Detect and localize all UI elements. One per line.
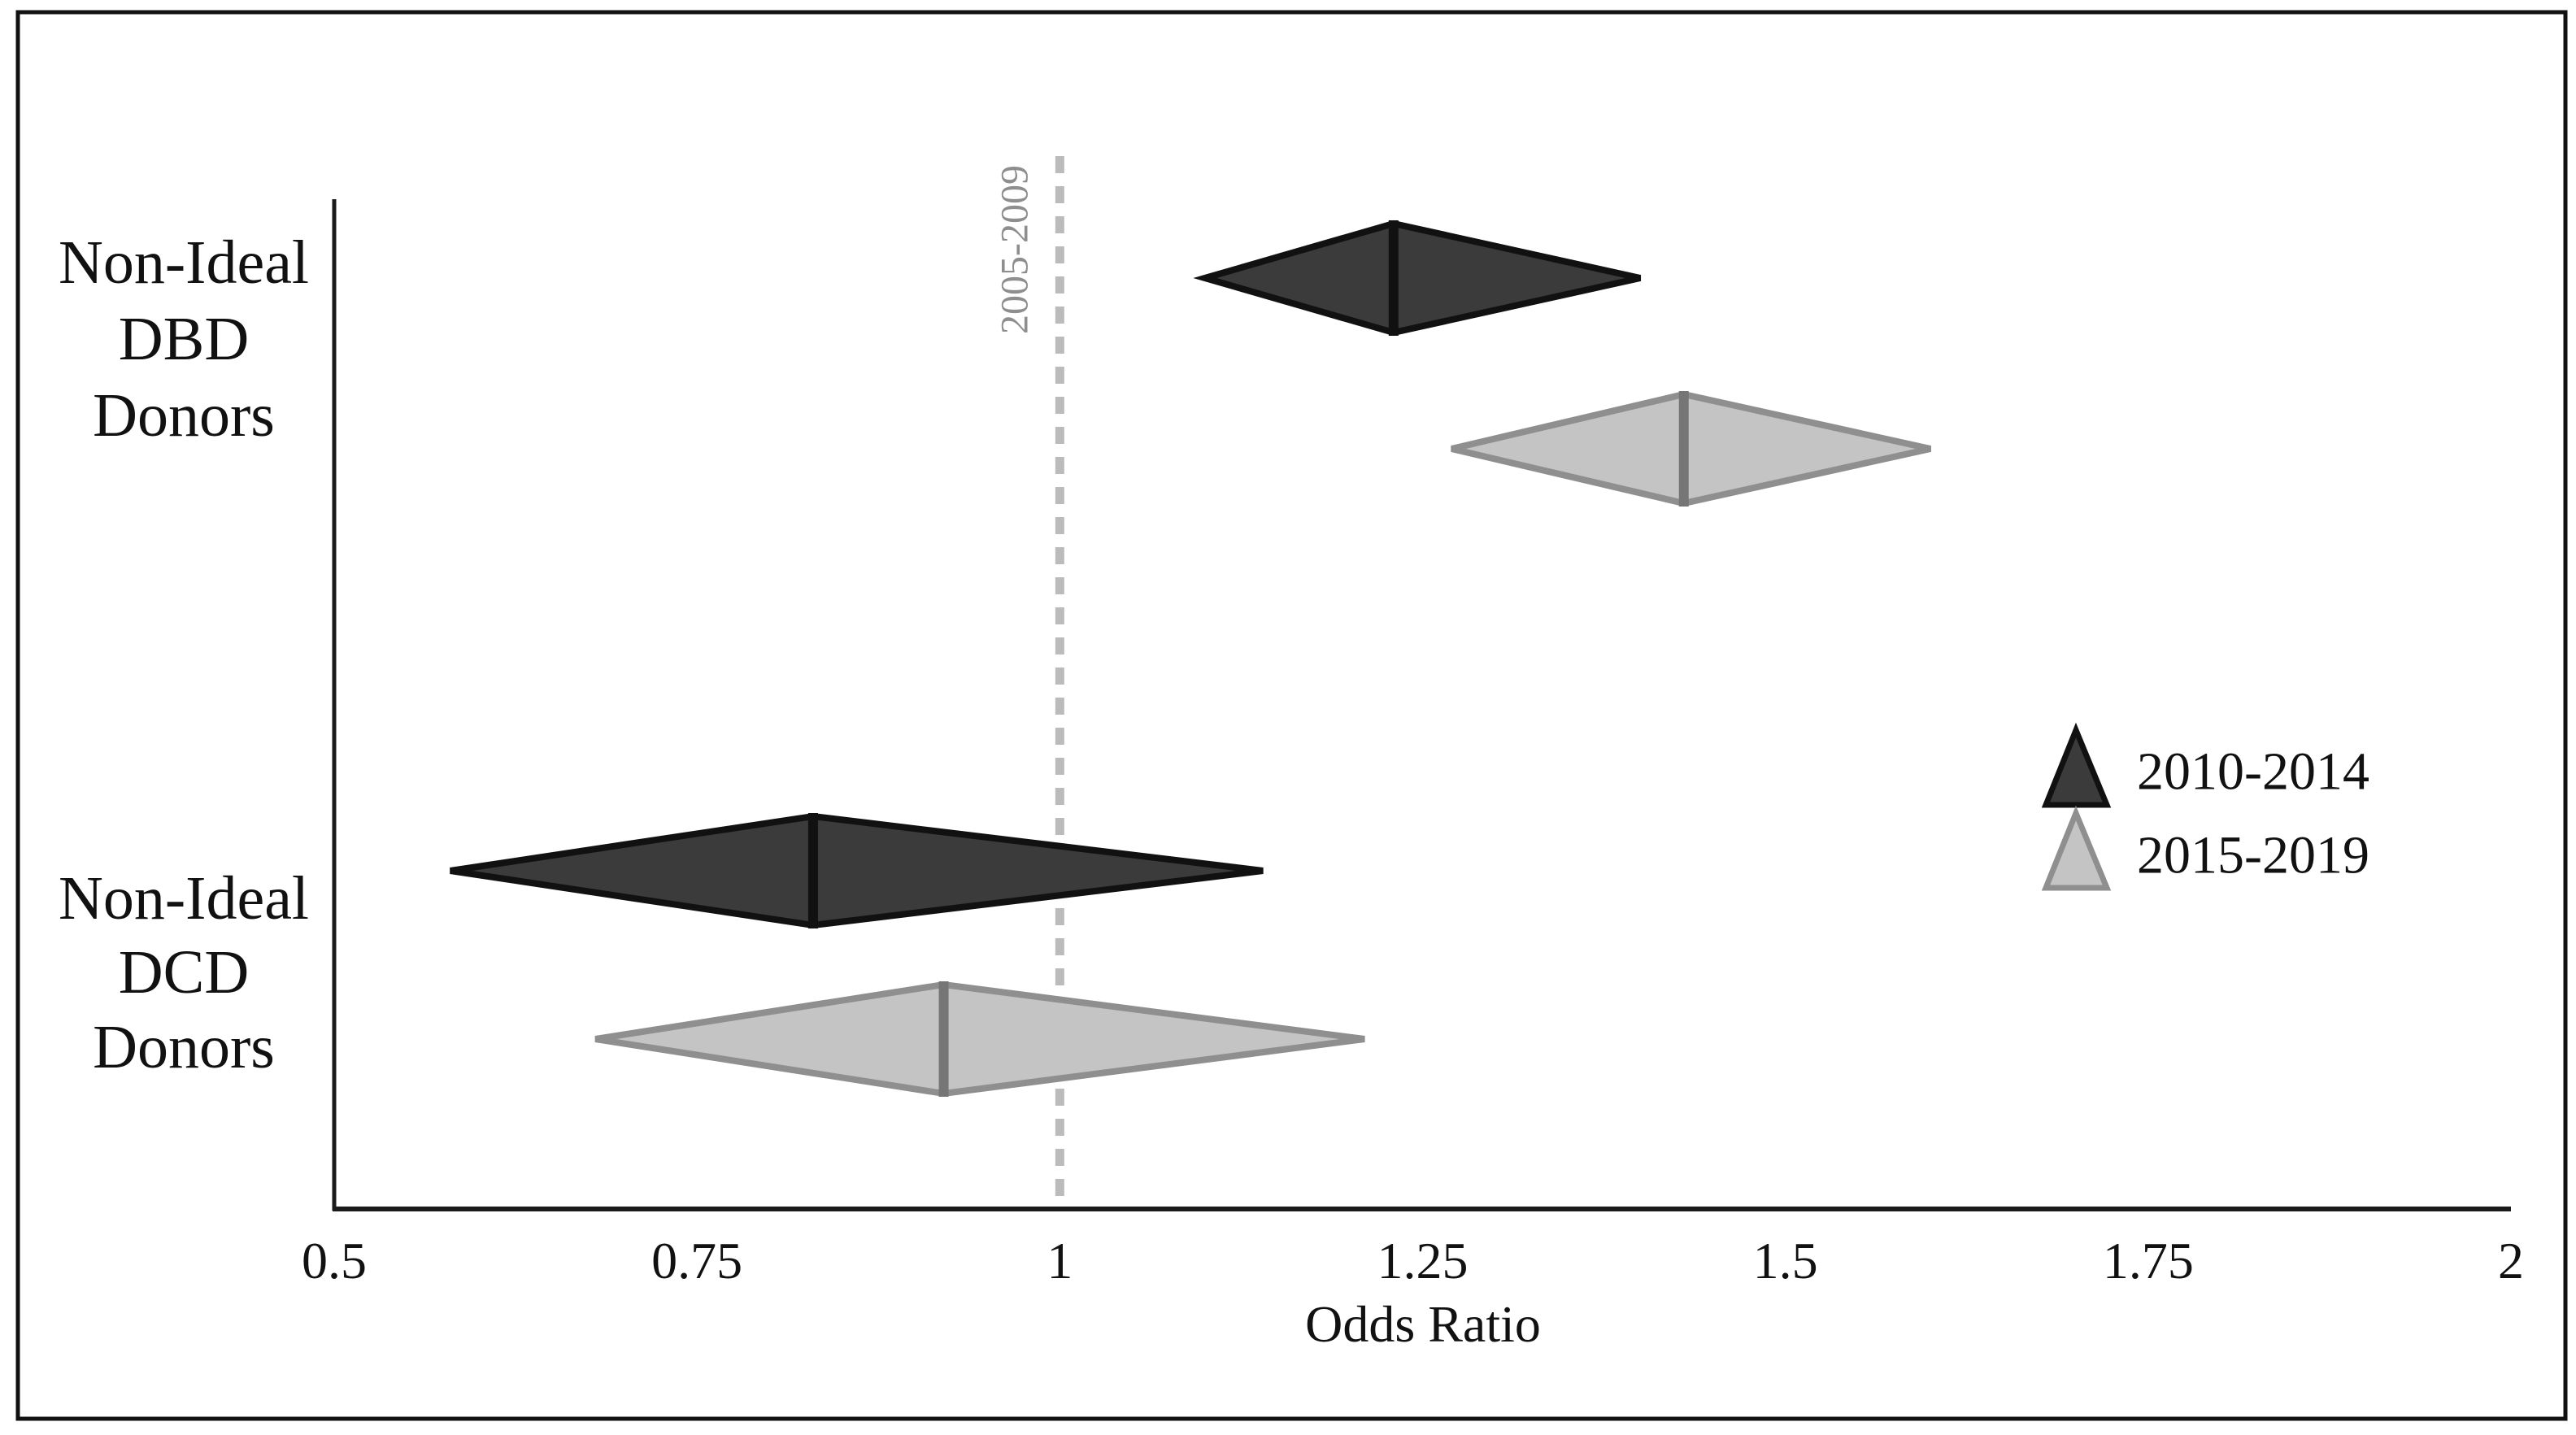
x-tick-label-2: 2 (2498, 1232, 2524, 1289)
diamond-non-ideal-dcd-donors-2010-2014 (450, 812, 1264, 929)
legend-label-2010-2014: 2010-2014 (2137, 742, 2369, 802)
group-label-dbd-line2: DBD (119, 305, 249, 373)
group-label-dbd-line3: Donors (93, 381, 275, 450)
legend: 2010-2014 2015-2019 (2041, 722, 2369, 891)
diamond-non-ideal-dbd-donors-2010-2014 (1193, 220, 1642, 337)
group-label-dcd-line3: Donors (93, 1013, 275, 1081)
group-label-dcd-line1: Non-Ideal (59, 864, 309, 933)
legend-triangle-2015-2019-icon (2041, 805, 2112, 891)
group-label-dcd: Non-Ideal DCD Donors (59, 864, 309, 1081)
legend-triangle-2010-2014-icon (2041, 722, 2112, 808)
x-tick-label-1.5: 1.5 (1753, 1232, 1818, 1289)
x-tick-label-0.75: 0.75 (651, 1232, 742, 1289)
x-tick-label-1: 1 (1046, 1232, 1073, 1289)
diamond-non-ideal-dcd-donors-2015-2019 (594, 981, 1365, 1098)
figure-frame (15, 10, 2568, 1421)
x-tick-label-1.25: 1.25 (1377, 1232, 1469, 1289)
group-label-dcd-line2: DCD (119, 938, 249, 1007)
group-label-dbd-line1: Non-Ideal (59, 228, 309, 297)
group-label-dbd: Non-Ideal DBD Donors (59, 228, 309, 450)
diamonds-layer (450, 220, 1931, 1098)
x-axis-title: Odds Ratio (1305, 1295, 1541, 1353)
reference-line-label: 2005-2009 (993, 165, 1036, 334)
diamond-non-ideal-dbd-donors-2015-2019 (1451, 390, 1931, 507)
legend-label-2015-2019: 2015-2019 (2137, 826, 2369, 885)
x-tick-label-1.75: 1.75 (2103, 1232, 2194, 1289)
x-axis-tick-labels: 0.5 0.75 1 1.25 1.5 1.75 2 (302, 1232, 2524, 1289)
x-tick-label-0.5: 0.5 (302, 1232, 367, 1289)
